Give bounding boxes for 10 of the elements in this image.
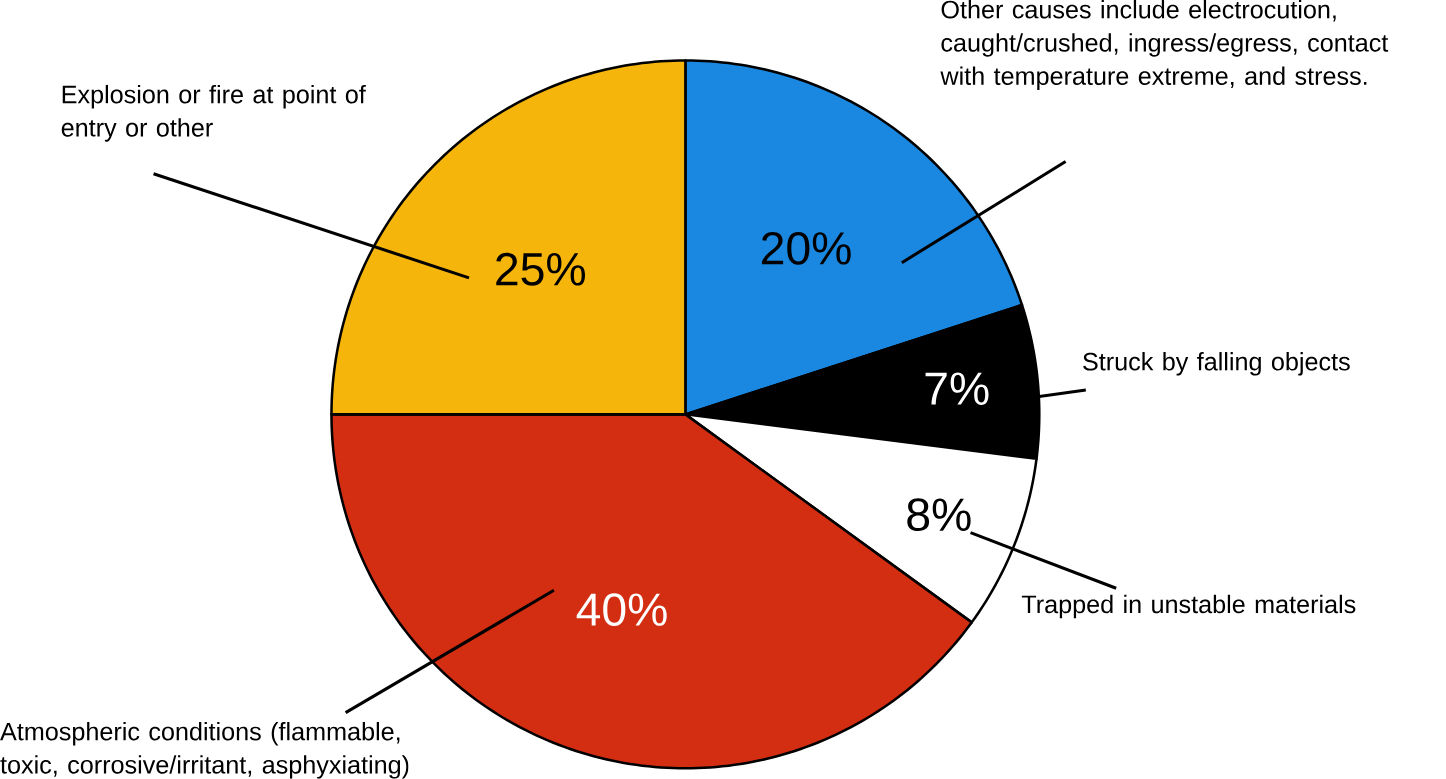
slice-label: Explosion or fire at point of entry or other (61, 85, 366, 142)
slice-label: Struck by falling objects (1083, 352, 1350, 376)
data-label: 20% (761, 232, 851, 265)
data-label: 7% (925, 372, 989, 406)
slice-label: Atmospheric conditions (flammable, toxic, corrosive/irritant, asphyxiating) (0, 722, 409, 779)
data-label: 40% (576, 593, 667, 627)
data-label: 8% (907, 498, 971, 532)
slice-label: Trapped in unstable materials (1021, 594, 1356, 619)
slice-label: Other causes include electrocution, caught/crushed, ingress/egress, contact with temperature extreme, and stress. (940, 0, 1389, 91)
data-label: 25% (496, 253, 585, 286)
